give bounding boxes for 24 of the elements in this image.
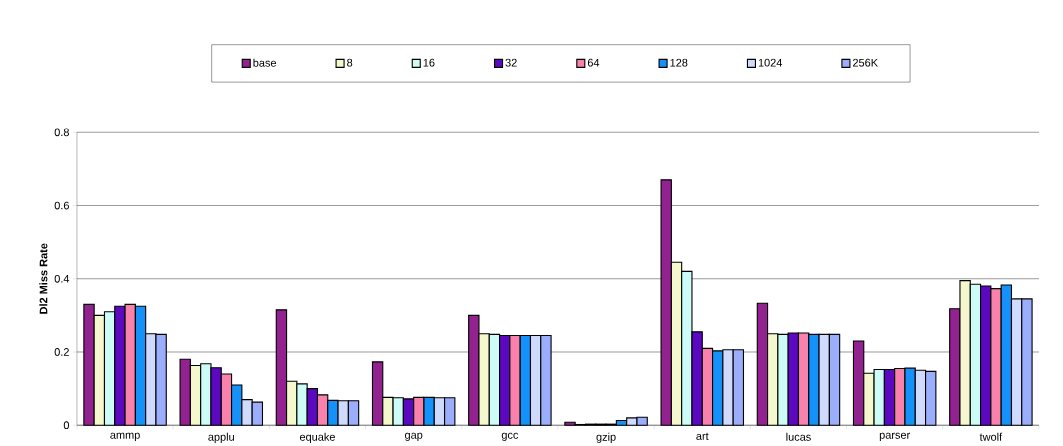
x-tick-label: gzip xyxy=(596,432,616,443)
y-tick-label: 0.6 xyxy=(54,201,69,210)
y-axis-title: Dl2 Miss Rate xyxy=(39,243,48,314)
legend-label: 8 xyxy=(347,58,353,67)
x-tick-label: equake xyxy=(299,432,335,443)
x-tick-label: applu xyxy=(208,432,234,443)
x-tick-label: lucas xyxy=(786,432,811,441)
legend-label: base xyxy=(253,58,277,67)
y-tick-label: 0 xyxy=(63,421,70,429)
y-tick-label: 0.8 xyxy=(54,128,69,136)
y-tick-label: 0.2 xyxy=(54,347,69,356)
x-tick-label: parser xyxy=(879,432,911,441)
legend-label: 32 xyxy=(505,58,517,67)
x-tick-label: gap xyxy=(404,432,423,441)
x-tick-label: ammp xyxy=(110,432,140,441)
legend-label: 16 xyxy=(423,58,435,67)
y-tick-label: 0.4 xyxy=(54,274,70,283)
legend-label: 64 xyxy=(587,58,600,67)
x-tick-label: twolf xyxy=(979,432,1003,441)
legend-label: 1024 xyxy=(758,58,783,67)
legend-label: 256K xyxy=(853,58,878,67)
x-tick-label: art xyxy=(696,432,709,440)
x-tick-label: gcc xyxy=(501,432,519,441)
legend-label: 128 xyxy=(670,58,688,67)
